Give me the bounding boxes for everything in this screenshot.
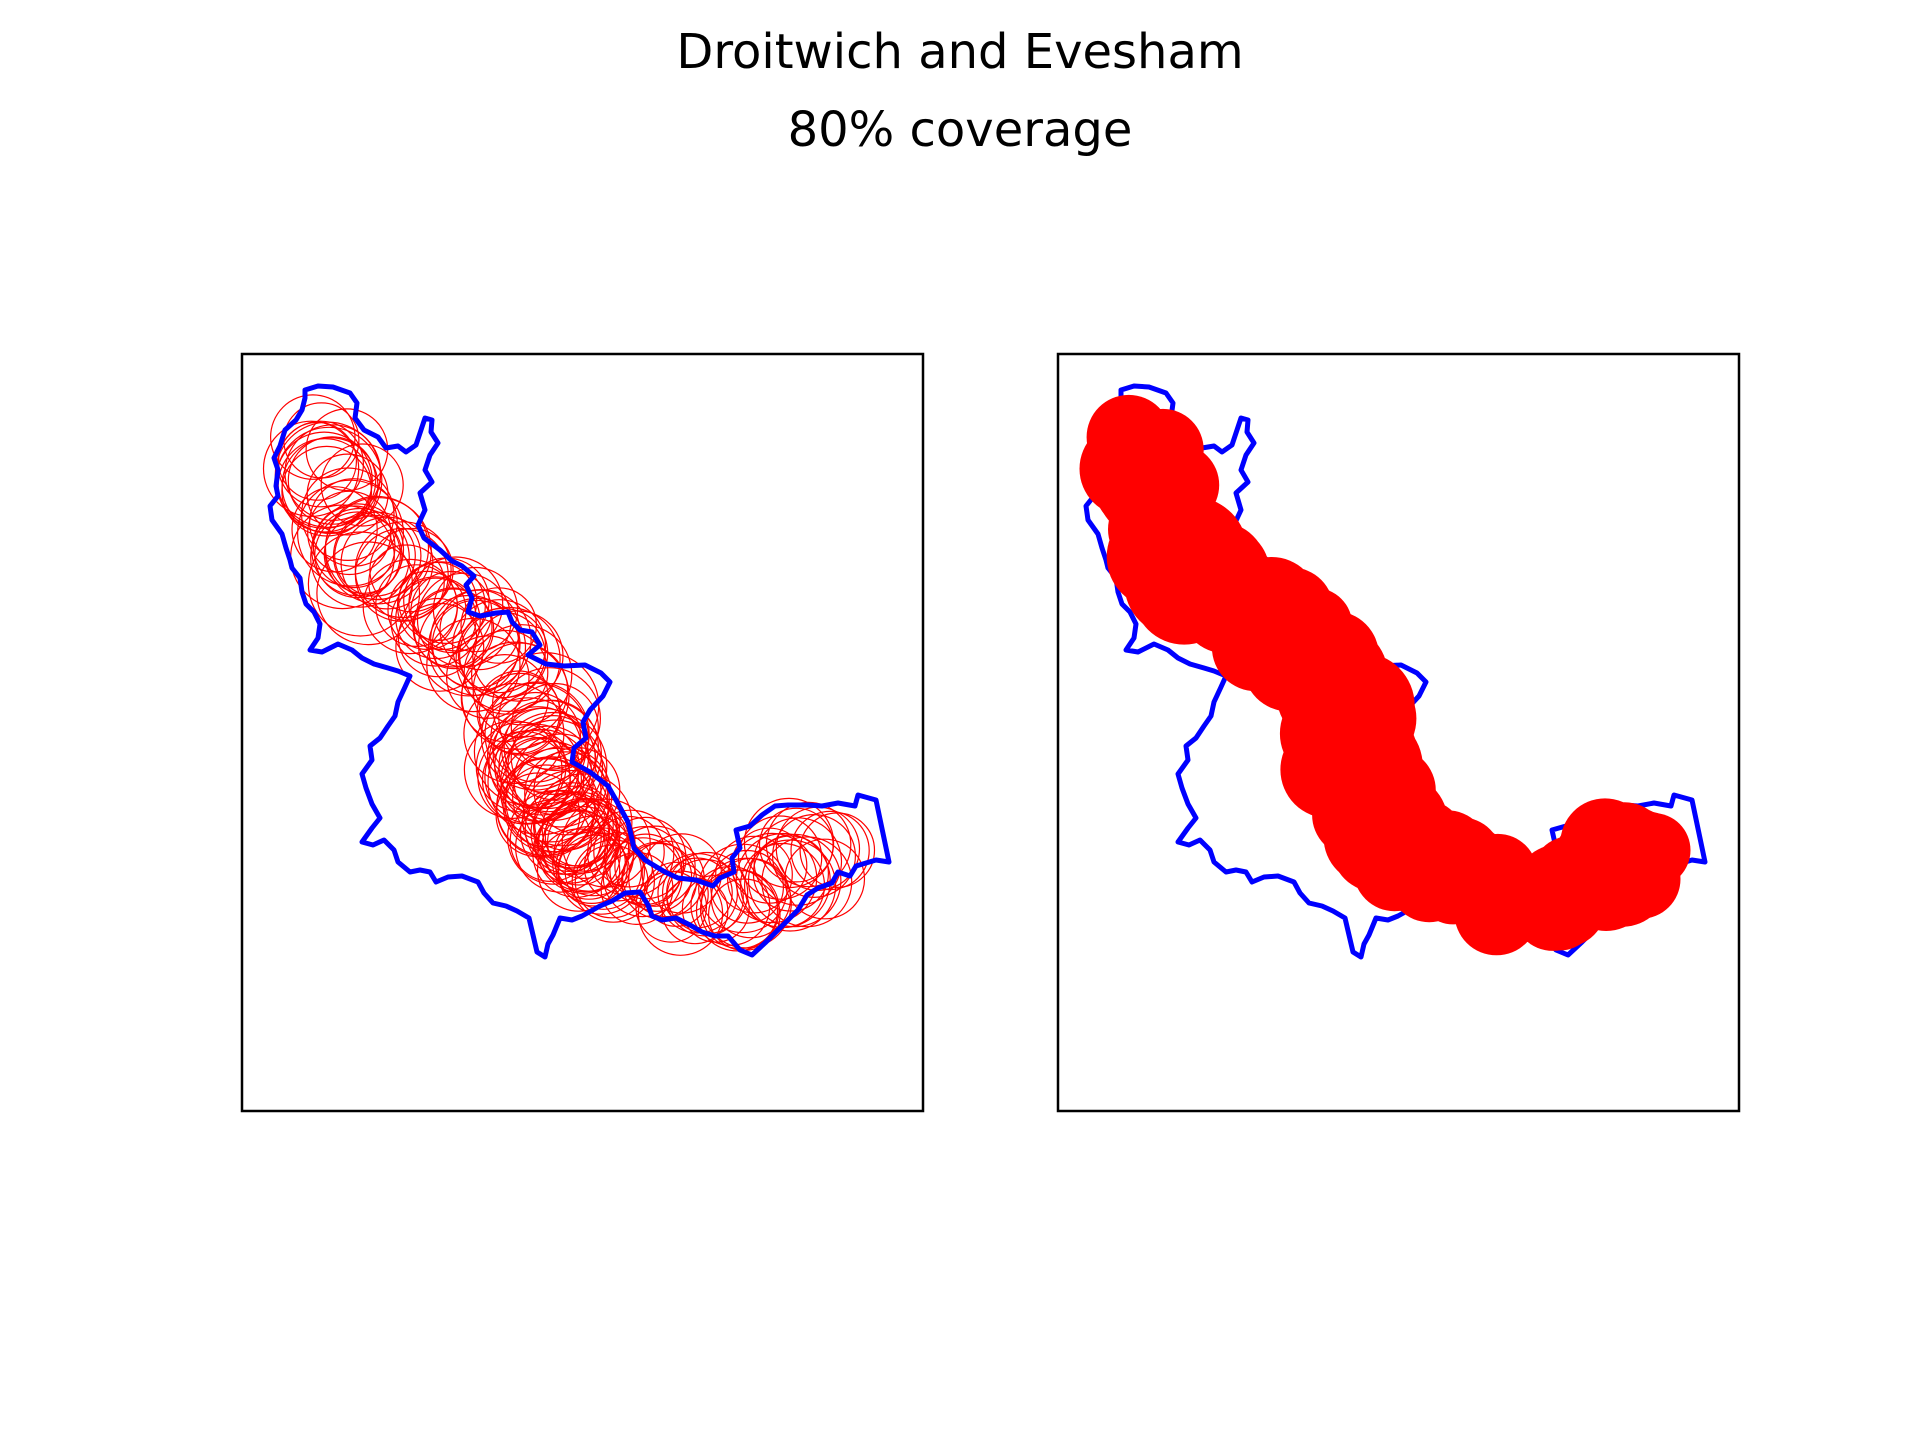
coverage-circle-outline — [799, 812, 876, 889]
coverage-circle-outline — [536, 801, 630, 894]
coverage-circle-outline — [510, 682, 599, 772]
coverage-circle-outline — [537, 799, 631, 893]
coverage-circle-outline — [463, 682, 565, 785]
coverage-circle-outline — [541, 810, 617, 886]
coverage-circle-outline — [487, 728, 594, 836]
panel-filled-circles — [1079, 383, 1708, 960]
coverage-circle-outline — [324, 495, 430, 601]
coverage-circle-outline — [715, 835, 793, 914]
coverage-circle-outline — [743, 839, 837, 932]
coverage-circle-outline — [498, 711, 608, 821]
coverage-circle-filled — [1592, 807, 1676, 891]
coverage-circle-outline — [784, 838, 866, 920]
coverage-circles-outline-group — [262, 394, 876, 956]
coverage-circle-outline — [758, 807, 834, 883]
coverage-circle-outline — [752, 835, 830, 912]
coverage-circle-outline — [320, 443, 404, 527]
coverage-circle-outline — [484, 681, 590, 787]
coverage-circle-outline — [316, 541, 421, 646]
coverage-circle-outline — [300, 467, 395, 562]
coverage-circle-outline — [472, 610, 564, 702]
coverage-circle-outline — [504, 764, 588, 848]
coverage-circle-outline — [310, 507, 410, 608]
coverage-circle-filled — [1093, 421, 1180, 507]
figure-subtitle: 80% coverage — [787, 102, 1133, 158]
coverage-circle-outline — [307, 490, 392, 576]
coverage-circle-outline — [509, 799, 592, 883]
coverage-circle-filled — [1256, 590, 1336, 670]
coverage-circle-outline — [455, 606, 561, 713]
coverage-circle-outline — [390, 576, 481, 667]
coverage-circle-outline — [524, 751, 609, 836]
coverage-circle-outline — [471, 624, 573, 726]
coverage-circle-outline — [375, 564, 458, 647]
coverage-circles-filled-group — [1079, 394, 1691, 956]
coverage-circle-filled — [1417, 852, 1489, 925]
coverage-circle-outline — [269, 394, 356, 480]
coverage-circle-outline — [306, 453, 389, 536]
coverage-circle-outline — [635, 870, 708, 943]
coverage-circle-outline — [395, 602, 485, 692]
coverage-circle-outline — [396, 561, 486, 651]
coverage-circle-outline — [614, 825, 696, 907]
panel-outline-circles — [262, 383, 892, 960]
coverage-circle-outline — [553, 815, 635, 897]
coverage-circle-outline — [452, 599, 547, 694]
coverage-circle-outline — [536, 828, 621, 912]
panel-frame-left — [240, 352, 925, 1113]
coverage-circle-outline — [297, 479, 405, 587]
panel-frame-right — [1056, 352, 1741, 1113]
coverage-circle-outline — [430, 588, 532, 691]
coverage-circle-outline — [492, 699, 602, 810]
coverage-circle-outline — [291, 486, 378, 573]
coverage-circle-outline — [461, 641, 570, 750]
coverage-circle-filled — [1191, 564, 1274, 647]
coverage-circle-outline — [478, 672, 562, 756]
coverage-circle-outline — [507, 790, 602, 885]
coverage-circle-outline — [593, 815, 665, 888]
figure-title: Droitwich and Evesham — [676, 24, 1244, 80]
coverage-circle-outline — [641, 833, 723, 914]
coverage-circle-filled — [1340, 751, 1424, 835]
coverage-circle-outline — [698, 843, 788, 934]
coverage-circle-outline — [354, 527, 449, 622]
coverage-circle-outline — [431, 599, 521, 689]
constituency-boundary-left — [267, 383, 892, 960]
coverage-circle-outline — [533, 791, 611, 869]
coverage-circle-outline — [519, 789, 605, 875]
coverage-circle-outline — [307, 531, 413, 637]
coverage-circle-outline — [460, 587, 538, 664]
coverage-circle-outline — [737, 815, 823, 900]
coverage-circle-outline — [473, 697, 583, 806]
coverage-circle-outline — [790, 810, 870, 891]
coverage-circle-outline — [309, 478, 398, 567]
